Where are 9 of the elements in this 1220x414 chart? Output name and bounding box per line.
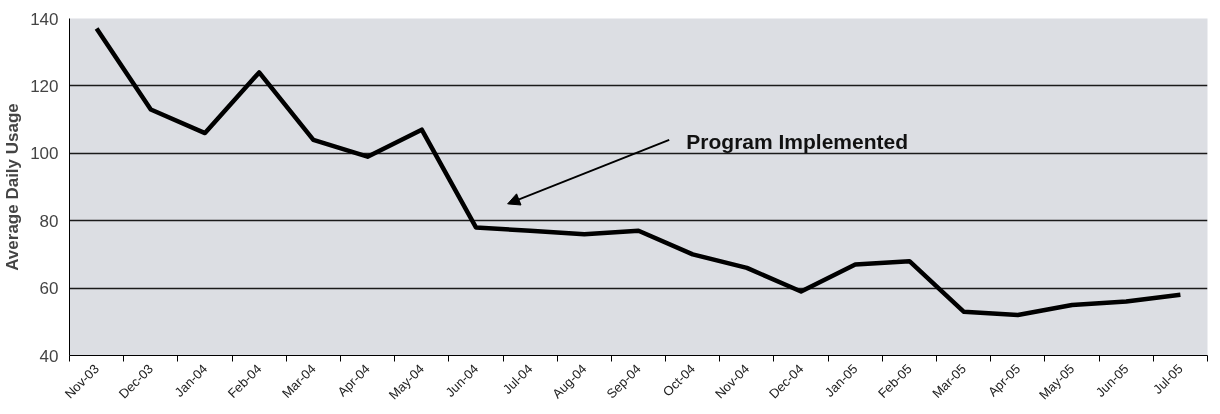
y-tick-label: 120 xyxy=(30,76,59,96)
y-tick-label: 80 xyxy=(39,211,59,231)
y-tick-label: 140 xyxy=(30,9,59,29)
y-tick-label: 60 xyxy=(39,279,59,299)
y-axis-title: Average Daily Usage xyxy=(3,103,23,271)
line-series xyxy=(94,26,1183,318)
annotation: Program Implemented xyxy=(686,130,909,154)
y-tick-label: 40 xyxy=(39,346,59,366)
y-tick-label: 100 xyxy=(30,144,59,164)
